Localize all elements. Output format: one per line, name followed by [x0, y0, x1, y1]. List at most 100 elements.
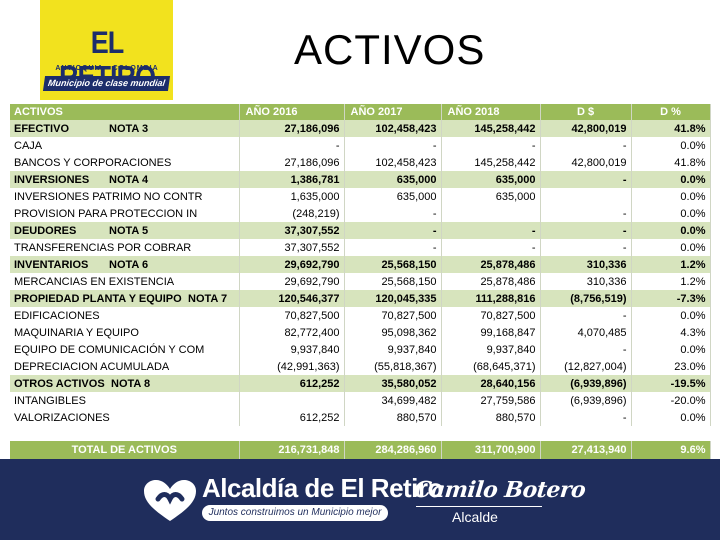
delta-percent: -20.0% — [631, 392, 711, 409]
table-row: CAJA - - - -0.0% — [10, 137, 711, 154]
value-2016: 612,252 — [239, 375, 345, 392]
row-label: TRANSFERENCIAS POR COBRAR — [14, 241, 192, 254]
value-2016: - — [239, 137, 345, 154]
row-label-cell: PROVISION PARA PROTECCION IN — [10, 205, 240, 222]
value-2016: 37,307,552 — [239, 239, 345, 256]
delta-percent: 0.0% — [631, 137, 711, 154]
value-2018: - — [441, 239, 541, 256]
table-row: DEPRECIACION ACUMULADA (42,991,363) (55,81… — [10, 358, 711, 375]
spacer-row — [10, 426, 710, 441]
delta-percent: 0.0% — [631, 307, 711, 324]
delta-amount: - — [540, 222, 632, 239]
row-note: NOTA 5 — [109, 224, 149, 237]
value-2018: 27,759,586 — [441, 392, 541, 409]
value-2017: 102,458,423 — [344, 154, 442, 171]
value-2017: 70,827,500 — [344, 307, 442, 324]
delta-amount: 310,336 — [540, 256, 632, 273]
heart-logo-icon — [144, 480, 196, 521]
row-label-cell: INVENTARIOS NOTA 6 — [10, 256, 240, 273]
delta-amount: - — [540, 205, 632, 222]
value-2018: 145,258,442 — [441, 120, 541, 137]
delta-amount — [540, 188, 632, 205]
table-row: MAQUINARIA Y EQUIPO 82,772,400 95,098,362 9… — [10, 324, 711, 341]
value-2016 — [239, 392, 345, 409]
row-label: INVERSIONES PATRIMO NO CONTR — [14, 190, 203, 203]
delta-amount: - — [540, 307, 632, 324]
el-retiro-logo: EL RETIRO ANTIOQUIA - COLOMBIA Municipio… — [40, 0, 173, 100]
value-2018: 145,258,442 — [441, 154, 541, 171]
row-label-cell: DEPRECIACION ACUMULADA — [10, 358, 240, 375]
value-2017: 35,580,052 — [344, 375, 442, 392]
row-label: OTROS ACTIVOS — [14, 377, 105, 390]
delta-amount: 42,800,019 — [540, 154, 632, 171]
total-2018: 311,700,900 — [441, 441, 541, 459]
value-2017: 635,000 — [344, 188, 442, 205]
col-header-delta-percent: D % — [631, 104, 711, 120]
value-2017: - — [344, 137, 442, 154]
delta-percent: 1.2% — [631, 273, 711, 290]
value-2017: 9,937,840 — [344, 341, 442, 358]
table-row: EQUIPO DE COMUNICACIÓN Y COM 9,937,840 9,9… — [10, 341, 711, 358]
delta-amount: 310,336 — [540, 273, 632, 290]
delta-amount: - — [540, 341, 632, 358]
row-label: MERCANCIAS EN EXISTENCIA — [14, 275, 175, 288]
table-row: PROVISION PARA PROTECCION IN (248,219) - -0… — [10, 205, 711, 222]
table-row: MERCANCIAS EN EXISTENCIA 29,692,790 25,568… — [10, 273, 711, 290]
col-header-activos: ACTIVOS — [10, 104, 240, 120]
value-2016: 1,635,000 — [239, 188, 345, 205]
row-label: CAJA — [14, 139, 43, 152]
value-2018: 880,570 — [441, 409, 541, 426]
table-row: EDIFICACIONES 70,827,500 70,827,500 70,827,… — [10, 307, 711, 324]
page-title: ACTIVOS — [294, 26, 486, 73]
delta-amount: 42,800,019 — [540, 120, 632, 137]
delta-amount: (12,827,004) — [540, 358, 632, 375]
value-2016: 120,546,377 — [239, 290, 345, 307]
delta-amount: - — [540, 409, 632, 426]
table-row: OTROS ACTIVOS NOTA 8 612,252 35,580,052 28,6… — [10, 375, 711, 392]
value-2018: (68,645,371) — [441, 358, 541, 375]
delta-percent: -19.5% — [631, 375, 711, 392]
delta-amount: (6,939,896) — [540, 375, 632, 392]
table-row: VALORIZACIONES 612,252 880,570 880,570-0.0% — [10, 409, 711, 426]
row-note: NOTA 3 — [109, 122, 149, 135]
delta-amount: (6,939,896) — [540, 392, 632, 409]
row-label-cell: INVERSIONES PATRIMO NO CONTR — [10, 188, 240, 205]
value-2016: (248,219) — [239, 205, 345, 222]
assets-table: ACTIVOS AÑO 2016 AÑO 2017 AÑO 2018 D $ D… — [10, 104, 711, 459]
row-label-cell: MAQUINARIA Y EQUIPO — [10, 324, 240, 341]
row-label: PROVISION PARA PROTECCION IN — [14, 207, 198, 220]
value-2018: 25,878,486 — [441, 256, 541, 273]
mayor-role: Alcalde — [452, 509, 498, 525]
row-label-cell: EFECTIVO NOTA 3 — [10, 120, 240, 137]
value-2018: 635,000 — [441, 171, 541, 188]
delta-percent: 0.0% — [631, 171, 711, 188]
row-label-cell: TRANSFERENCIAS POR COBRAR — [10, 239, 240, 256]
delta-amount: - — [540, 171, 632, 188]
row-label-cell: OTROS ACTIVOS NOTA 8 — [10, 375, 240, 392]
row-label: MAQUINARIA Y EQUIPO — [14, 326, 139, 339]
table-row: INTANGIBLES 34,699,482 27,759,586 (6,939,89… — [10, 392, 711, 409]
row-label: EQUIPO DE COMUNICACIÓN Y COM — [14, 343, 205, 356]
delta-percent: 0.0% — [631, 341, 711, 358]
value-2016: 29,692,790 — [239, 256, 345, 273]
total-delta-amount: 27,413,940 — [540, 441, 632, 459]
total-delta-percent: 9.6% — [631, 441, 711, 459]
row-label: DEUDORES — [14, 224, 77, 237]
total-row: TOTAL DE ACTIVOS 216,731,848 284,286,960 31… — [10, 441, 711, 459]
row-label-cell: CAJA — [10, 137, 240, 154]
row-label-cell: VALORIZACIONES — [10, 409, 240, 426]
value-2017: 25,568,150 — [344, 256, 442, 273]
table-header-row: ACTIVOS AÑO 2016 AÑO 2017 AÑO 2018 D $ D… — [10, 104, 711, 120]
value-2016: 27,186,096 — [239, 120, 345, 137]
delta-amount: 4,070,485 — [540, 324, 632, 341]
delta-percent: 1.2% — [631, 256, 711, 273]
value-2016: 9,937,840 — [239, 341, 345, 358]
value-2016: 70,827,500 — [239, 307, 345, 324]
table-row: TRANSFERENCIAS POR COBRAR 37,307,552- - -0.… — [10, 239, 711, 256]
delta-percent: 23.0% — [631, 358, 711, 375]
value-2016: 1,386,781 — [239, 171, 345, 188]
col-header-2018: AÑO 2018 — [441, 104, 541, 120]
value-2018: 28,640,156 — [441, 375, 541, 392]
value-2017: 880,570 — [344, 409, 442, 426]
row-label-cell: BANCOS Y CORPORACIONES — [10, 154, 240, 171]
